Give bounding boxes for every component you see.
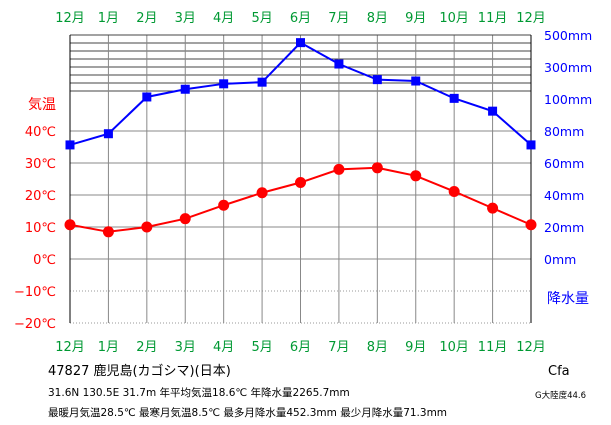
precipitation-series	[65, 38, 536, 150]
precipitation-point	[103, 129, 113, 139]
precipitation-tick-label: 500mm	[544, 28, 592, 43]
temperature-series	[64, 162, 537, 238]
month-label-bottom: 7月	[328, 340, 349, 355]
temperature-point	[525, 219, 537, 231]
month-label-top: 5月	[251, 11, 272, 26]
precipitation-point	[411, 76, 421, 86]
month-label-top: 3月	[175, 11, 196, 26]
temperature-tick-label: 10℃	[25, 221, 56, 236]
temperature-point	[102, 226, 114, 238]
month-label-bottom: 11月	[478, 340, 508, 355]
station-extremes: 最暖月気温28.5℃ 最寒月気温8.5℃ 最多月降水量452.3mm 最少月降水…	[48, 407, 448, 419]
temperature-tick-label: 40℃	[25, 125, 56, 140]
month-label-top: 11月	[478, 11, 508, 26]
temperature-point	[256, 187, 268, 199]
month-label-top: 2月	[136, 11, 157, 26]
precipitation-point	[526, 140, 536, 150]
month-label-top: 8月	[367, 11, 388, 26]
month-label-top: 4月	[213, 11, 234, 26]
precipitation-point	[219, 79, 229, 89]
precipitation-point	[488, 106, 498, 116]
month-label-bottom: 12月	[516, 340, 546, 355]
temperature-point	[333, 163, 345, 175]
month-label-bottom: 5月	[251, 340, 272, 355]
month-label-top: 7月	[328, 11, 349, 26]
month-label-bottom: 9月	[405, 340, 426, 355]
month-label-bottom: 1月	[98, 340, 119, 355]
temperature-point	[410, 170, 422, 182]
month-label-top: 12月	[516, 11, 546, 26]
station-location-summary: 31.6N 130.5E 31.7m 年平均気温18.6℃ 年降水量2265.7…	[48, 387, 350, 399]
koppen-class: Cfa	[548, 364, 570, 379]
month-label-bottom: 12月	[55, 340, 85, 355]
temperature-point	[218, 199, 230, 211]
precipitation-tick-label: 300mm	[544, 60, 592, 75]
month-label-bottom: 8月	[367, 340, 388, 355]
month-label-top: 9月	[405, 11, 426, 26]
month-label-top: 10月	[439, 11, 469, 26]
temperature-tick-label: 30℃	[25, 157, 56, 172]
precipitation-point	[296, 38, 305, 48]
month-label-top: 6月	[290, 11, 311, 26]
temperature-point	[295, 177, 306, 189]
precipitation-point	[334, 59, 344, 69]
precipitation-tick-label: 20mm	[544, 220, 584, 235]
temperature-tick-label: 20℃	[25, 189, 56, 204]
month-label-bottom: 10月	[439, 340, 469, 355]
month-label-bottom: 2月	[136, 340, 157, 355]
precipitation-point	[449, 93, 459, 103]
temperature-point	[448, 185, 460, 197]
precipitation-point	[65, 140, 75, 150]
month-label-bottom: 3月	[175, 340, 196, 355]
precipitation-point	[180, 84, 190, 94]
temperature-tick-label: −10℃	[14, 285, 56, 300]
precipitation-point	[142, 92, 152, 102]
temperature-tick-label: 0℃	[33, 253, 56, 268]
precipitation-tick-label: 100mm	[544, 92, 592, 107]
precipitation-tick-label: 80mm	[544, 124, 584, 139]
month-label-bottom: 6月	[290, 340, 311, 355]
chart-labels: 12月 12月 1月 1月 2月 2月 3月 3月 4月 4月 5月 5月 6月 6月 7月 7月 8月 8月 9月…	[14, 11, 592, 355]
temperature-point	[64, 219, 76, 231]
station-name: 47827 鹿児島(カゴシマ)(日本)	[48, 364, 231, 379]
month-label-top: 1月	[98, 11, 119, 26]
temperature-point	[371, 162, 383, 174]
precipitation-point	[257, 77, 267, 87]
precipitation-tick-label: 0mm	[544, 252, 576, 267]
continentality-index: G大陸度44.6	[535, 391, 587, 401]
precipitation-point	[372, 75, 382, 85]
precipitation-tick-label: 60mm	[544, 156, 584, 171]
month-label-bottom: 4月	[213, 340, 234, 355]
temperature-point	[487, 202, 499, 214]
axes	[69, 35, 532, 323]
temperature-axis-label: 気温	[28, 97, 56, 113]
temperature-point	[141, 221, 153, 233]
temperature-point	[179, 213, 191, 225]
month-label-top: 12月	[55, 11, 85, 26]
temperature-tick-label: −20℃	[14, 317, 56, 332]
precipitation-tick-label: 40mm	[544, 188, 584, 203]
precipitation-axis-label: 降水量	[547, 291, 589, 307]
